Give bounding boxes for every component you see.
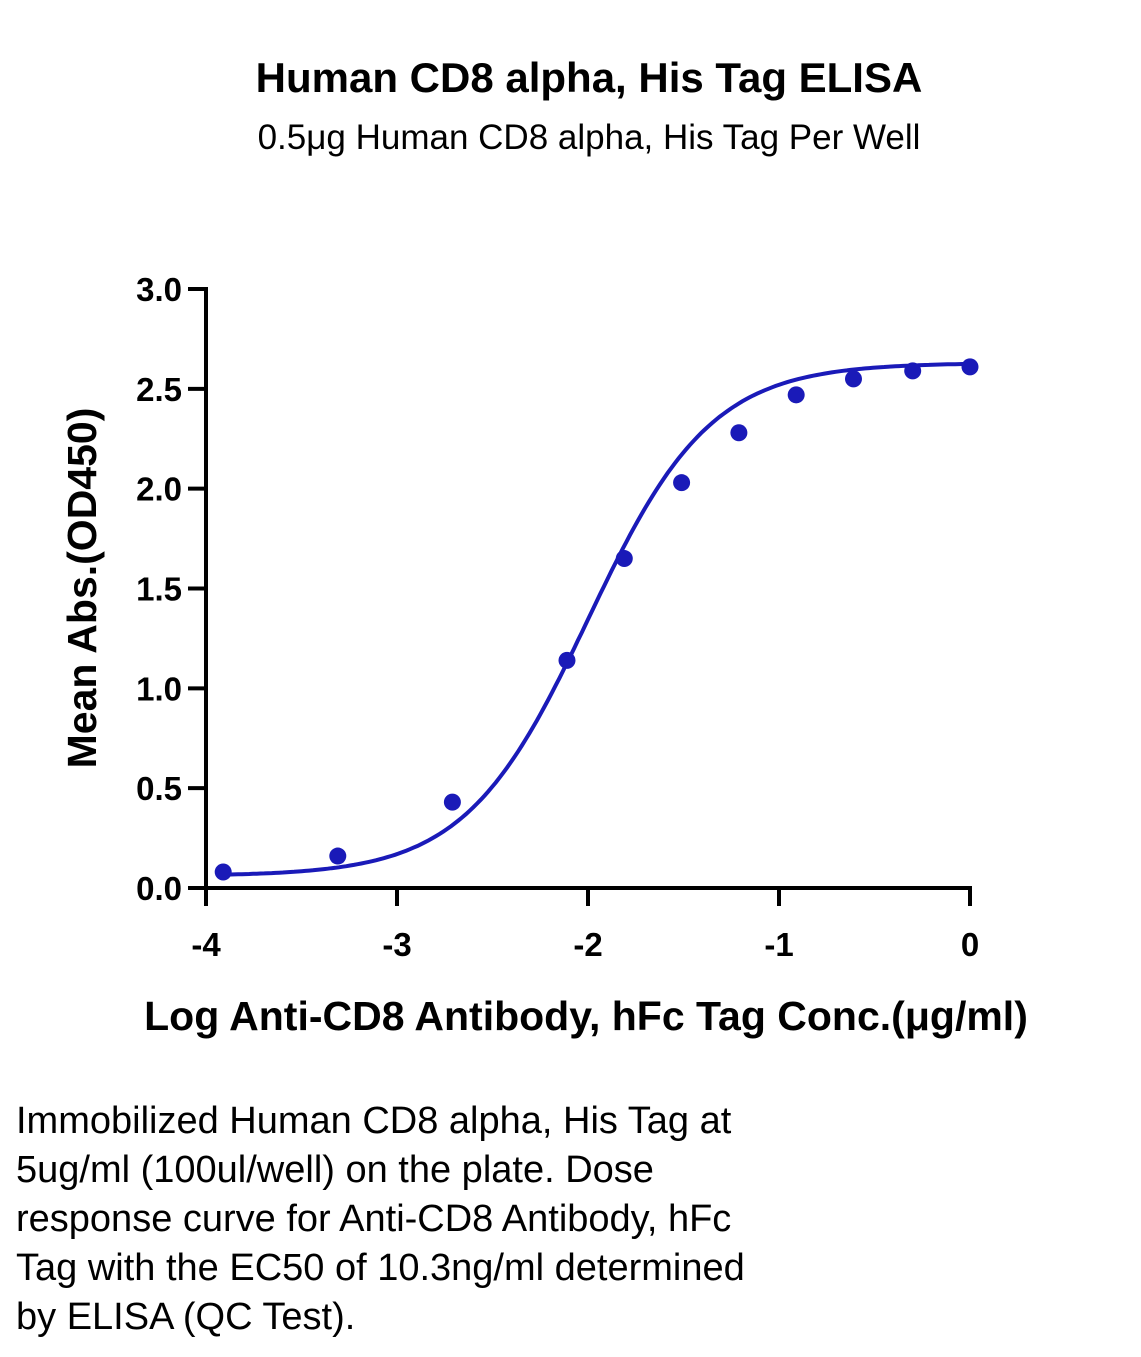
data-point (558, 651, 576, 669)
y-tick-label: 3.0 (136, 271, 182, 308)
data-point (787, 386, 805, 404)
x-tick-label: -4 (191, 926, 221, 963)
caption-line: by ELISA (QC Test). (16, 1296, 356, 1338)
y-tick-label: 2.0 (136, 471, 182, 508)
caption-line: response curve for Anti-CD8 Antibody, hF… (16, 1198, 732, 1240)
caption-line: Immobilized Human CD8 alpha, His Tag at (16, 1100, 732, 1142)
data-point (443, 793, 461, 811)
x-tick-label: -2 (573, 926, 602, 963)
chart-title: Human CD8 alpha, His Tag ELISA (255, 54, 923, 101)
data-points-layer (214, 358, 979, 881)
axes: 0.0 0.5 1.0 1.5 2.0 2.5 3.0 -4 -3 -2 -1 0 (136, 271, 979, 963)
y-tick-label: 0.5 (136, 770, 182, 807)
y-axis-title: Mean Abs.(OD450) (59, 408, 105, 769)
chart-subtitle: 0.5μg Human CD8 alpha, His Tag Per Well (257, 118, 921, 157)
data-point (329, 847, 347, 865)
y-tick-label: 1.5 (136, 571, 182, 608)
y-tick-label: 2.5 (136, 371, 182, 408)
x-tick-label: 0 (961, 926, 979, 963)
data-point (214, 863, 232, 881)
elisa-chart: 0.0 0.5 1.0 1.5 2.0 2.5 3.0 -4 -3 -2 -1 0 Mean Abs.… (59, 271, 1028, 1039)
data-point (615, 550, 633, 568)
caption-line: 5ug/ml (100ul/well) on the plate. Dose (16, 1149, 654, 1191)
fit-curve-layer (223, 361, 971, 877)
caption-line: Tag with the EC50 of 10.3ng/ml determine… (16, 1247, 745, 1289)
x-tick-label: -1 (764, 926, 793, 963)
data-point (904, 362, 922, 380)
caption: Immobilized Human CD8 alpha, His Tag at … (16, 1097, 916, 1342)
x-tick-label: -3 (382, 926, 411, 963)
data-point (730, 424, 748, 442)
data-point (844, 370, 862, 388)
fit-curve (223, 361, 971, 877)
x-axis-title: Log Anti-CD8 Antibody, hFc Tag Conc.(μg/… (144, 993, 1028, 1039)
y-tick-label: 1.0 (136, 670, 182, 707)
data-point (673, 474, 691, 492)
y-tick-label: 0.0 (136, 870, 182, 907)
data-point (961, 358, 979, 376)
